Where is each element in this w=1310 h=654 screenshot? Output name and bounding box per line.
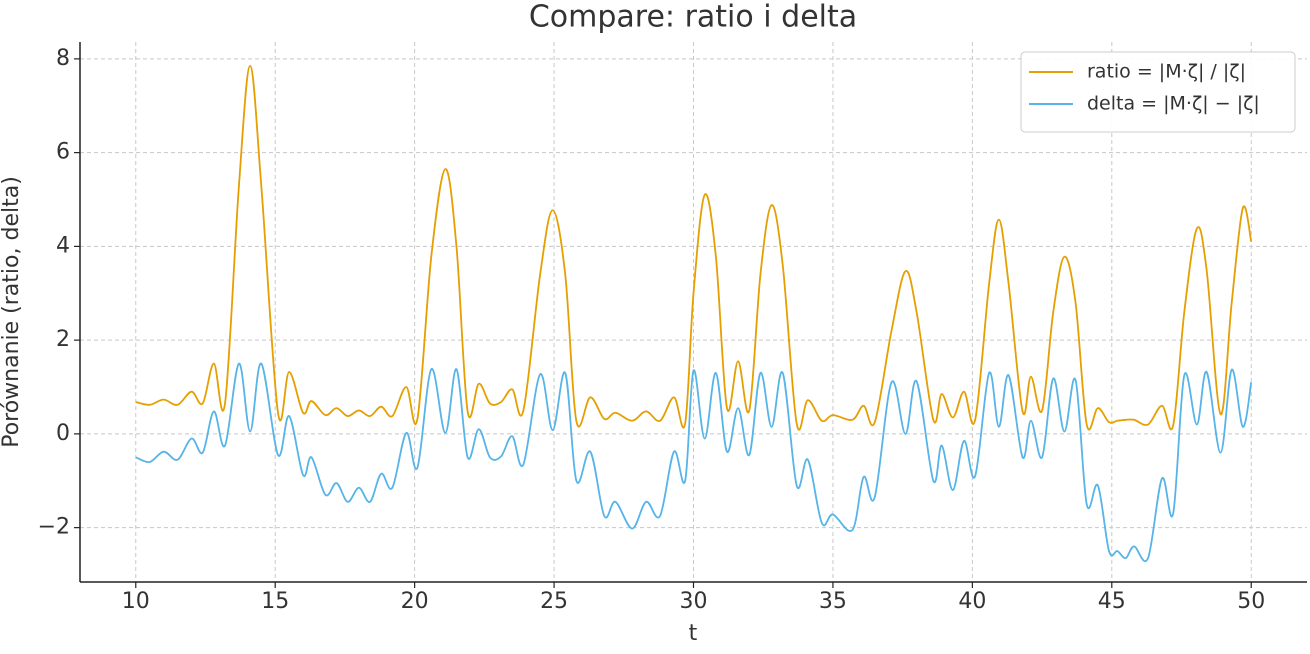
series-line (135, 362, 1253, 562)
y-tick-label: 0 (56, 421, 70, 446)
y-tick-label: 4 (56, 233, 70, 258)
x-tick-label: 10 (122, 589, 150, 614)
series-line (135, 65, 1253, 431)
legend-box (1020, 51, 1296, 133)
x-tick-label: 25 (540, 589, 568, 614)
x-tick-label: 45 (1098, 589, 1126, 614)
y-tick-label: −2 (38, 515, 70, 540)
x-axis-label: t (689, 621, 698, 646)
y-tick-label: 2 (56, 327, 70, 352)
legend-label: ratio = |M·ζ| / |ζ| (1087, 61, 1246, 83)
x-tick-label: 20 (401, 589, 429, 614)
y-tick-label: 8 (56, 46, 70, 71)
chart-title: Compare: ratio i delta (529, 0, 857, 35)
x-tick-label: 30 (680, 589, 708, 614)
y-axis-label: Porównanie (ratio, delta) (0, 176, 24, 448)
x-tick-label: 15 (261, 589, 289, 614)
y-tick-label: 6 (56, 140, 70, 165)
legend-label: delta = |M·ζ| − |ζ| (1087, 93, 1260, 115)
x-tick-label: 40 (958, 589, 986, 614)
x-tick-label: 35 (819, 589, 847, 614)
x-tick-label: 50 (1237, 589, 1265, 614)
